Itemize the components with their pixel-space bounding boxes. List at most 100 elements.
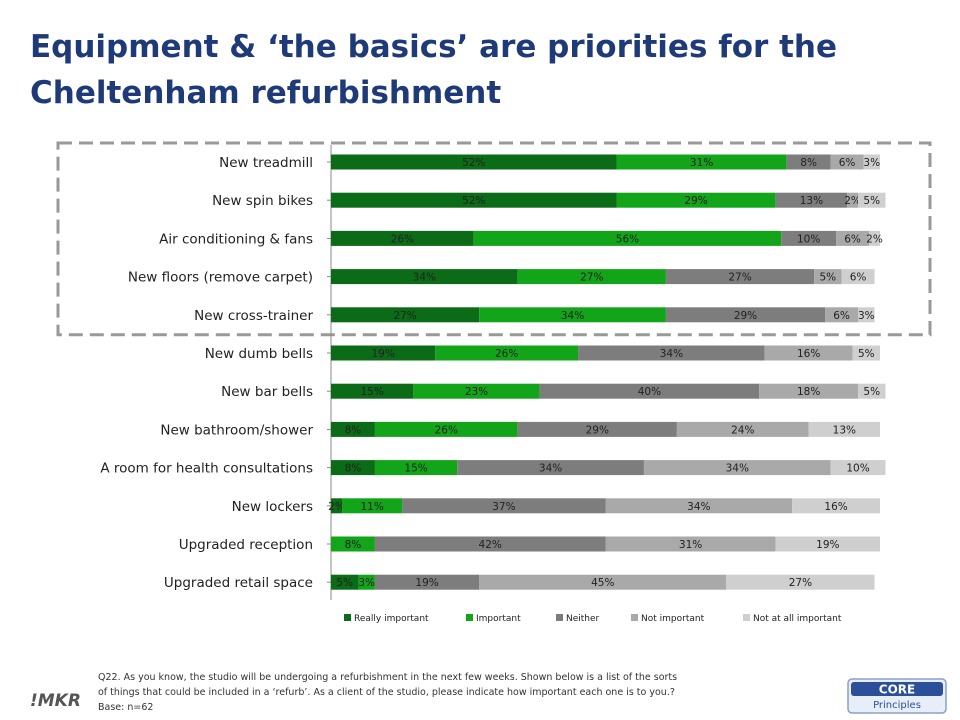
data-label: 16%	[797, 348, 820, 360]
bar-segment	[665, 269, 815, 285]
bar-segment	[764, 345, 853, 361]
category-label: Upgraded reception	[179, 537, 313, 553]
bar-segment	[413, 383, 540, 399]
bar-segment	[665, 307, 826, 323]
data-label: 10%	[797, 233, 820, 245]
bar-segment	[836, 230, 870, 246]
bar-segment	[479, 307, 666, 323]
bar-segment	[331, 230, 474, 246]
bar-segment	[473, 230, 782, 246]
data-label: 8%	[345, 539, 362, 551]
bar-segment	[858, 192, 886, 208]
data-label: 3%	[858, 310, 875, 322]
data-label: 40%	[638, 386, 661, 398]
bar-segment	[616, 192, 776, 208]
data-label: 52%	[462, 195, 485, 207]
legend-swatch	[344, 614, 351, 621]
category-label: Upgraded retail space	[164, 575, 313, 591]
data-label: 19%	[371, 348, 394, 360]
slide-title-line-2: Cheltenham refurbishment	[30, 75, 502, 111]
data-label: 13%	[800, 195, 823, 207]
bar-segment	[616, 154, 787, 170]
bar-segment	[341, 498, 403, 514]
bar-segment	[435, 345, 579, 361]
category-label: New bathroom/shower	[160, 422, 313, 438]
bar-segment	[676, 421, 809, 437]
bar-segment	[847, 192, 859, 208]
bar-segment	[792, 498, 880, 514]
bar-segment	[863, 154, 880, 170]
bar-segment	[759, 383, 859, 399]
data-label: 27%	[728, 272, 751, 284]
data-label: 5%	[336, 577, 353, 589]
bar-segment	[374, 536, 606, 552]
legend-swatch	[466, 614, 473, 621]
category-label: A room for health consultations	[100, 461, 313, 477]
bar-segment	[858, 383, 886, 399]
bar-segment	[830, 154, 864, 170]
data-label: 2%	[844, 195, 861, 207]
data-label: 31%	[690, 157, 713, 169]
legend-label: Not at all important	[753, 614, 842, 624]
data-label: 34%	[660, 348, 683, 360]
category-label: New lockers	[232, 499, 313, 515]
data-label: 8%	[345, 463, 362, 475]
footer-base: Base: n=62	[98, 702, 154, 713]
data-label: 6%	[844, 233, 861, 245]
category-label: Air conditioning & fans	[159, 231, 313, 247]
bar-segment	[808, 421, 880, 437]
data-label: 5%	[863, 195, 880, 207]
data-label: 52%	[462, 157, 485, 169]
core-logo-text: CORE	[879, 683, 915, 697]
data-label: 26%	[435, 424, 458, 436]
bar-segment	[775, 536, 880, 552]
data-label: 16%	[824, 501, 847, 513]
data-label: 42%	[479, 539, 502, 551]
bar-segment	[479, 574, 727, 590]
bar-segment	[331, 536, 375, 552]
data-label: 34%	[561, 310, 584, 322]
data-label: 34%	[413, 272, 436, 284]
bar-segment	[825, 307, 859, 323]
bar-segment	[374, 421, 518, 437]
bar-segment	[331, 307, 480, 323]
legend-label: Important	[476, 614, 521, 624]
bar-segment	[605, 498, 793, 514]
bar-segment	[517, 421, 677, 437]
data-label: 23%	[465, 386, 488, 398]
data-label: 18%	[797, 386, 820, 398]
data-label: 15%	[404, 463, 427, 475]
data-label: 45%	[591, 577, 614, 589]
data-label: 5%	[820, 272, 837, 284]
legend-label: Really important	[354, 614, 429, 624]
category-label: New bar bells	[221, 384, 313, 400]
bar-segment	[726, 574, 875, 590]
data-label: 3%	[863, 157, 880, 169]
data-label: 6%	[839, 157, 856, 169]
data-label: 26%	[391, 233, 414, 245]
data-label: 29%	[734, 310, 757, 322]
bar-segment	[578, 345, 765, 361]
category-label: New spin bikes	[212, 193, 313, 209]
bar-segment	[775, 192, 848, 208]
bar-segment	[374, 574, 480, 590]
bar-segment	[852, 345, 880, 361]
category-label: New cross-trainer	[194, 308, 313, 324]
data-label: 11%	[361, 501, 384, 513]
slide-title-line-1: Equipment & ‘the basics’ are priorities …	[30, 29, 837, 65]
data-label: 27%	[393, 310, 416, 322]
data-label: 19%	[415, 577, 438, 589]
bar-segment	[539, 383, 760, 399]
bar-segment	[786, 154, 831, 170]
bar-segment	[830, 460, 886, 476]
data-label: 2%	[866, 233, 883, 245]
legend-label: Neither	[566, 614, 600, 624]
bar-segment	[331, 383, 414, 399]
slide-title: Equipment & ‘the basics’ are priorities …	[30, 24, 930, 116]
bar-segment	[781, 230, 837, 246]
data-label: 13%	[833, 424, 856, 436]
mkr-logo: !MKR	[30, 691, 81, 711]
footer-note: Q22. As you know, the studio will be und…	[98, 670, 798, 715]
data-label: 15%	[361, 386, 384, 398]
